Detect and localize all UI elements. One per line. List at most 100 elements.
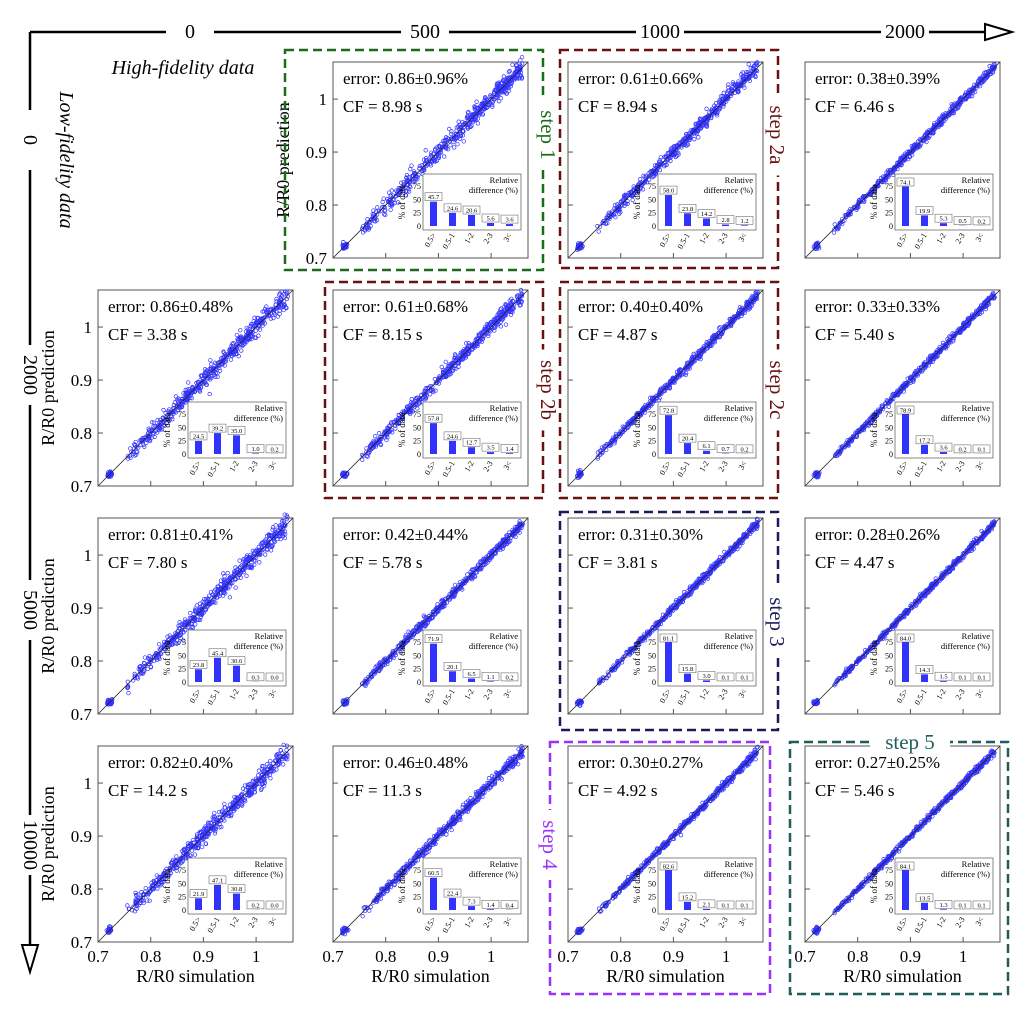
data-point	[417, 163, 423, 169]
inset-bar-label: 3.6	[939, 445, 948, 452]
inset-bar-label: 20.6	[466, 208, 478, 215]
data-point	[448, 143, 453, 148]
inset-bar-label: 0.2	[270, 446, 278, 453]
data-point	[485, 97, 490, 103]
left-axis-tick: 0	[19, 135, 41, 145]
data-point	[516, 76, 521, 81]
inset-ytick: 0	[417, 222, 421, 231]
tick-bg	[636, 22, 684, 42]
y-tick-label: 0.8	[71, 652, 92, 671]
inset-ytick: 50	[648, 423, 656, 432]
left-axis-tick: 5000	[19, 590, 41, 630]
inset-title: Relative	[962, 403, 991, 413]
data-point	[465, 115, 471, 120]
inset-title: Relative	[255, 403, 284, 413]
inset-ylabel: % of data	[632, 185, 642, 219]
tick-bg	[20, 580, 40, 640]
data-point	[383, 212, 388, 218]
inset-bar	[940, 223, 947, 226]
y-tick-label: 0.9	[306, 143, 327, 162]
cf-label: CF = 5.40 s	[815, 325, 895, 344]
inset-bar	[722, 224, 729, 226]
inset-ytick: 75	[178, 638, 186, 647]
data-point	[630, 197, 635, 203]
tick-bg	[881, 22, 929, 42]
y-tick-label: 0.7	[71, 705, 93, 724]
data-point	[455, 131, 460, 136]
data-point	[506, 69, 511, 75]
inset-bar	[195, 669, 202, 682]
inset-bar	[741, 225, 748, 226]
inset-bar	[684, 443, 691, 454]
data-point	[401, 180, 406, 185]
inset-ytick: 25	[648, 437, 656, 446]
data-point	[365, 226, 370, 231]
y-tick-label: 0.8	[71, 424, 92, 443]
data-point	[506, 86, 511, 91]
data-point	[417, 166, 422, 171]
data-point	[363, 222, 369, 227]
inset-ytick: 0	[889, 450, 893, 459]
cf-label: CF = 3.38 s	[108, 325, 188, 344]
data-point	[392, 201, 397, 206]
inset-ytick: 75	[413, 410, 421, 419]
inset-ytick: 75	[885, 410, 893, 419]
data-point	[447, 126, 452, 132]
inset-bar-label: 0.7	[721, 446, 730, 453]
inset-bar-label: 5.3	[939, 216, 947, 223]
inset-title: difference (%)	[469, 185, 518, 195]
inset-title: difference (%)	[234, 641, 283, 651]
left-axis-tick: 10000	[19, 820, 41, 870]
inset-ytick: 50	[178, 651, 186, 660]
inset-ytick: 0	[182, 678, 186, 687]
inset-bar	[195, 440, 202, 454]
inset-bar	[468, 447, 475, 454]
data-point	[460, 119, 465, 125]
inset-ytick: 0	[889, 222, 893, 231]
data-point	[419, 163, 425, 168]
inset-bar-label: 30.6	[231, 658, 243, 665]
data-point	[387, 198, 392, 203]
data-point	[416, 172, 421, 178]
inset-bar	[921, 444, 928, 454]
y-tick-label: 0.9	[71, 599, 92, 618]
data-point	[340, 240, 346, 245]
inset-bar-label-box	[443, 203, 462, 213]
inset-bar	[703, 218, 710, 226]
data-point	[430, 158, 435, 164]
inset-bar	[430, 423, 437, 454]
inset-bar-label: 0.0	[270, 675, 278, 682]
inset-ylabel: % of data	[869, 185, 879, 219]
data-point	[448, 131, 454, 137]
inset-bar-label: 78.9	[900, 408, 911, 415]
data-point	[387, 200, 392, 205]
data-point	[517, 76, 523, 81]
inset-title: difference (%)	[469, 413, 518, 423]
data-point	[375, 205, 380, 210]
inset-bar	[487, 223, 494, 226]
data-point	[428, 154, 433, 160]
data-point	[343, 244, 349, 250]
inset-title: difference (%)	[704, 185, 753, 195]
data-point	[424, 157, 429, 163]
data-point	[483, 95, 488, 100]
data-point	[480, 101, 485, 106]
data-point	[465, 126, 471, 131]
data-point	[457, 136, 463, 141]
data-point	[504, 91, 510, 96]
data-point	[491, 97, 497, 102]
data-point	[373, 209, 379, 214]
inset-bar-label: 1.2	[740, 218, 748, 225]
data-point	[442, 154, 447, 159]
data-point	[510, 62, 515, 67]
y-tick-label: 0.9	[71, 371, 92, 390]
inset-ylabel: % of data	[632, 413, 642, 447]
data-point	[490, 100, 495, 105]
inset-bar-label-box	[500, 214, 519, 224]
data-point	[506, 88, 512, 93]
data-point	[476, 106, 481, 111]
top-axis-tick: 0	[185, 21, 195, 43]
